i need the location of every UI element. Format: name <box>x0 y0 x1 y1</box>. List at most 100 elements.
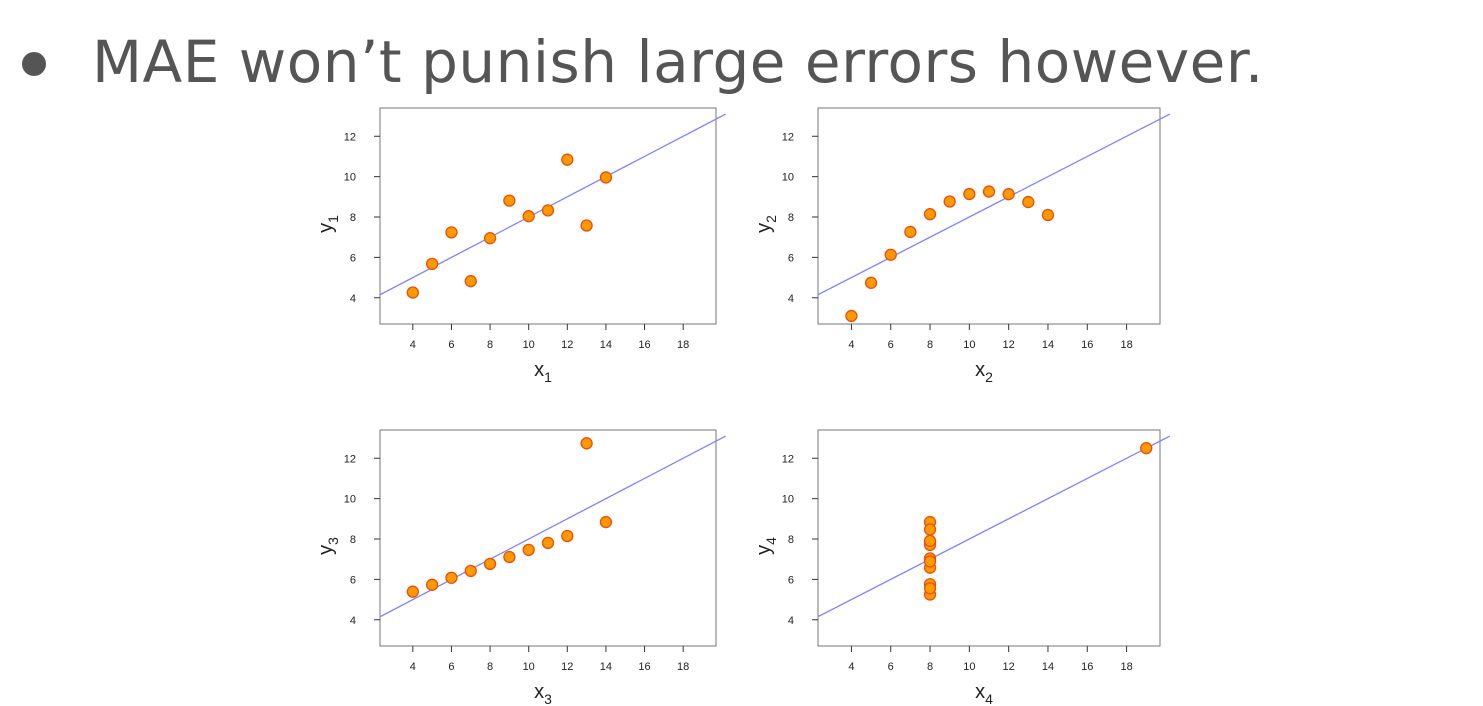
scatter-panel-4: 4 6 8 10 12 4 6 8 10 12 14 16 18 x4 y4 <box>753 429 1171 706</box>
data-point <box>522 543 535 557</box>
data-point <box>580 219 593 232</box>
y-axis-subscript: 1 <box>325 215 341 223</box>
data-point <box>503 550 516 564</box>
data-point <box>923 523 937 536</box>
x-tick-label: 14 <box>1042 661 1054 673</box>
plot-frame <box>817 107 1161 325</box>
y-tick-label: 8 <box>788 534 794 546</box>
scatter-panel-2: 4 6 8 10 12 4 6 8 10 12 14 16 18 x2 y2 <box>753 107 1171 385</box>
y-axis-label: y1 <box>315 215 341 233</box>
y-tick-label: 12 <box>344 131 356 143</box>
x-tick-label: 16 <box>638 661 650 673</box>
data-point <box>599 171 613 184</box>
x-tick-label: 14 <box>600 339 612 351</box>
data-point <box>483 557 497 570</box>
x-tick-label: 6 <box>888 661 894 673</box>
data-point <box>541 204 555 217</box>
y-axis-label: y3 <box>315 537 341 555</box>
x-tick-label: 12 <box>561 339 573 351</box>
x-tick-label: 16 <box>1081 339 1093 351</box>
data-point <box>923 534 937 547</box>
data-point <box>1002 188 1015 201</box>
scatter-panel-3: 4 6 8 10 12 4 6 8 10 12 14 16 18 x3 y3 <box>315 429 726 706</box>
x-axis-label: x3 <box>534 681 552 706</box>
y-axis-label: y2 <box>753 215 779 233</box>
x-tick-label: 8 <box>927 661 933 673</box>
x-tick-label: 18 <box>1120 339 1132 351</box>
x-axis-label: x1 <box>534 359 552 385</box>
x-tick-label: 6 <box>448 339 454 351</box>
slide-bullet-text: MAE won’t punish large errors however. <box>92 28 1264 96</box>
data-point <box>406 585 419 598</box>
data-point <box>1022 195 1035 209</box>
x-tick-label: 16 <box>638 339 650 351</box>
x-tick-label: 6 <box>448 661 454 673</box>
data-point <box>982 185 996 198</box>
x-tick-label: 12 <box>1003 661 1015 673</box>
data-point <box>1041 208 1055 222</box>
x-tick-label: 18 <box>677 339 689 351</box>
data-point <box>963 187 976 201</box>
y-axis-subscript: 4 <box>763 537 779 545</box>
x-axis-subscript: 3 <box>544 691 552 706</box>
x-axis-label: x2 <box>975 359 993 385</box>
x-tick-label: 4 <box>848 339 854 351</box>
y-tick-label: 4 <box>788 293 794 305</box>
data-point <box>503 194 516 207</box>
plot-frame <box>817 429 1161 647</box>
x-tick-label: 12 <box>1003 339 1015 351</box>
data-point <box>845 309 858 323</box>
y-axis-subscript: 2 <box>763 215 779 223</box>
y-tick-label: 10 <box>782 172 794 184</box>
x-tick-label: 18 <box>677 661 689 673</box>
x-axis-subscript: 1 <box>544 369 552 385</box>
data-point <box>864 276 878 289</box>
y-tick-label: 8 <box>350 534 356 546</box>
scatter-panel-1: 4 6 8 10 12 4 6 8 10 12 14 16 18 x1 y1 <box>315 107 726 385</box>
plot-frame <box>379 429 717 647</box>
y-tick-label: 10 <box>782 494 794 506</box>
bullet-line: MAE won’t punish large errors however. <box>22 22 1264 102</box>
x-tick-label: 14 <box>600 661 612 673</box>
data-point <box>923 582 937 595</box>
x-axis-subscript: 4 <box>985 691 993 706</box>
y-tick-label: 4 <box>788 615 794 627</box>
regression-line <box>817 113 1171 296</box>
x-tick-label: 18 <box>1120 661 1132 673</box>
x-tick-label: 10 <box>963 339 975 351</box>
x-tick-label: 16 <box>1081 661 1093 673</box>
plot-frame <box>379 107 717 325</box>
data-point <box>580 437 593 450</box>
x-tick-label: 8 <box>487 661 493 673</box>
data-point <box>425 578 439 591</box>
x-tick-label: 14 <box>1042 339 1054 351</box>
data-point <box>464 564 477 578</box>
x-tick-label: 10 <box>523 339 535 351</box>
data-point <box>522 210 535 223</box>
y-tick-label: 8 <box>350 212 356 224</box>
data-point <box>425 257 439 270</box>
x-tick-label: 4 <box>848 661 854 673</box>
x-axis-label: x4 <box>975 681 993 706</box>
x-tick-label: 10 <box>963 661 975 673</box>
data-point <box>923 208 937 221</box>
data-point <box>599 515 613 529</box>
y-tick-label: 12 <box>782 453 794 465</box>
x-tick-label: 4 <box>410 661 416 673</box>
data-point <box>541 536 555 549</box>
y-tick-label: 4 <box>350 615 356 627</box>
y-tick-label: 10 <box>344 494 356 506</box>
y-tick-label: 10 <box>344 172 356 184</box>
y-axis-label: y4 <box>753 537 779 555</box>
y-tick-label: 6 <box>788 252 794 264</box>
x-axis-subscript: 2 <box>985 369 993 385</box>
data-point <box>904 225 917 239</box>
data-point <box>923 555 937 568</box>
data-point <box>445 571 458 584</box>
x-tick-label: 8 <box>487 339 493 351</box>
y-tick-label: 6 <box>788 574 794 586</box>
data-point <box>561 529 574 543</box>
y-axis-subscript: 3 <box>325 537 341 545</box>
data-point <box>884 248 897 261</box>
